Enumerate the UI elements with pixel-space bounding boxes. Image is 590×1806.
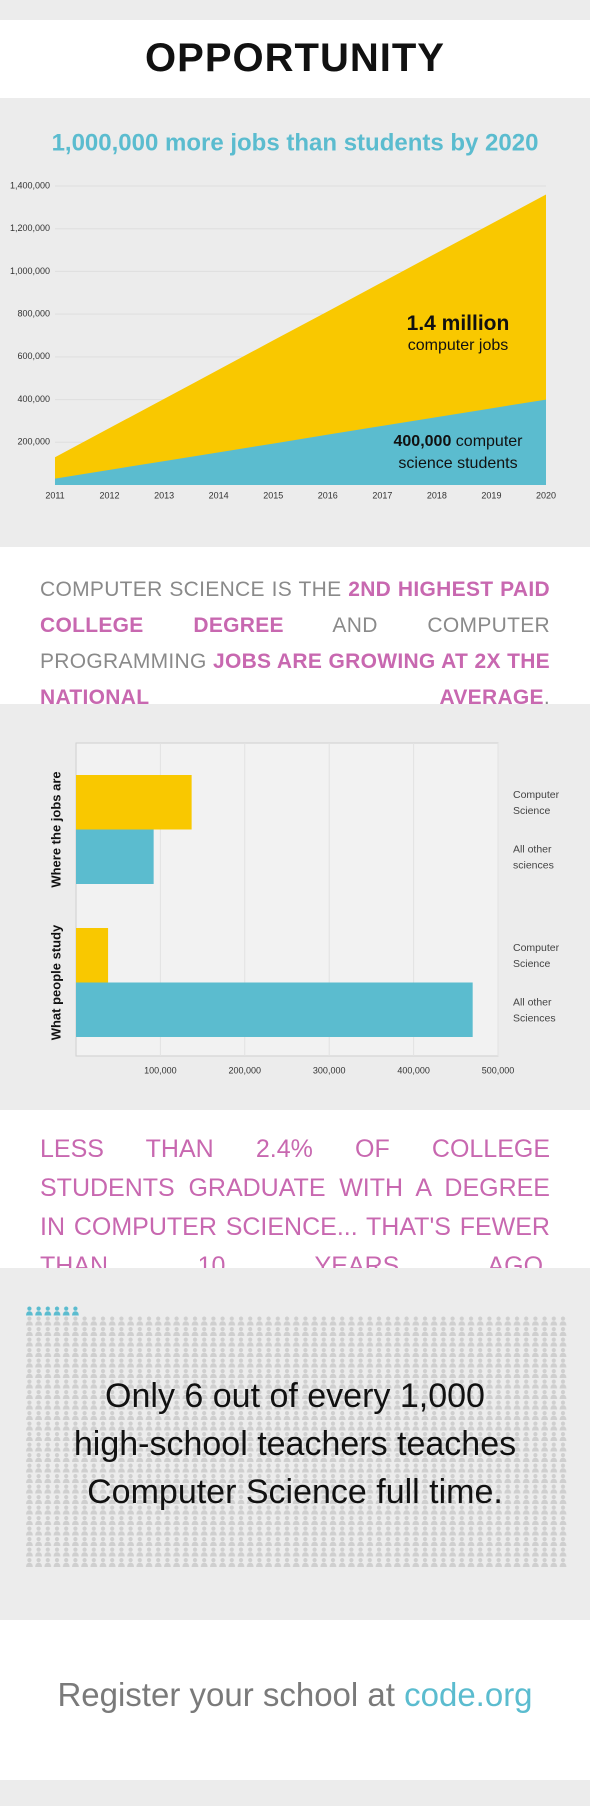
- bar: [76, 829, 154, 884]
- y-tick-label: 200,000: [17, 437, 50, 447]
- statement-segment: .: [543, 686, 550, 709]
- bar-label: All other: [513, 843, 552, 855]
- bar: [76, 982, 473, 1037]
- area: [55, 194, 546, 485]
- teacher-text: Only 6 out of every 1,000 high-school tea…: [0, 1372, 590, 1516]
- footer-band: [0, 1620, 590, 1780]
- bar-chart: 100,000 200,000 300,000 400,000 500,000 Where…: [48, 742, 560, 1075]
- bar-label: Computer: [513, 789, 560, 801]
- bar-label: sciences: [513, 859, 554, 871]
- x-tick-label: 2017: [372, 490, 392, 500]
- annotation-part: computer: [451, 433, 523, 450]
- statement-band: [0, 547, 590, 704]
- statement: COMPUTER SCIENCE IS THE 2ND HIGHEST PAID…: [40, 572, 550, 716]
- y-tick-label: 1,400,000: [10, 180, 50, 190]
- annotation: science students: [398, 455, 517, 472]
- teacher-line: Only 6 out of every 1,000: [105, 1377, 485, 1415]
- y-tick-label: 600,000: [17, 351, 50, 361]
- annotation: computer jobs: [408, 337, 509, 354]
- bar-label: Sciences: [513, 1012, 556, 1024]
- footer-text: Register your school at: [57, 1676, 405, 1713]
- bar-label: Science: [513, 805, 551, 817]
- x-tick-label: 100,000: [144, 1065, 177, 1075]
- x-tick-label: 2013: [154, 490, 174, 500]
- x-tick-label: 2011: [45, 490, 64, 500]
- bar: [76, 928, 109, 983]
- x-tick-label: 200,000: [229, 1065, 262, 1075]
- x-tick-label: 2012: [100, 490, 120, 500]
- x-tick-label: 2014: [209, 490, 229, 500]
- area-chart: 1,000,000 more jobs than students by 202…: [10, 129, 556, 500]
- x-tick-label: 2016: [318, 490, 338, 500]
- annotation-part: 1.4 million: [407, 312, 510, 335]
- teacher-line: high-school teachers teaches: [73, 1425, 517, 1463]
- y-tick-label: 800,000: [17, 309, 50, 319]
- x-tick-label: 300,000: [313, 1065, 346, 1075]
- teacher-line: Computer Science full time.: [87, 1473, 503, 1511]
- statement: LESS THAN 2.4% OF COLLEGE STUDENTS GRADU…: [40, 1135, 550, 1280]
- bar-label: All other: [513, 996, 552, 1008]
- annotation: 400,000 computer: [394, 433, 524, 450]
- footer: Register your school at code.org: [0, 1676, 590, 1714]
- annotation: 1.4 million: [407, 312, 510, 335]
- highlighted-icons: [25, 1306, 81, 1317]
- bar-label: Science: [513, 958, 551, 970]
- category-label: What people study: [48, 924, 63, 1040]
- statement-segment: JOBS ARE GROWING AT 2X THE NATIONAL AVER…: [40, 650, 550, 709]
- y-tick-label: 400,000: [17, 394, 50, 404]
- bar-label: Computer: [513, 942, 560, 954]
- y-tick-label: 1,000,000: [10, 266, 50, 276]
- people-icons: [25, 1316, 567, 1568]
- x-tick-label: 2018: [427, 490, 447, 500]
- annotation-part: computer jobs: [408, 337, 509, 354]
- icon-grid: [25, 1306, 567, 1568]
- y-tick-label: 1,200,000: [10, 223, 50, 233]
- header-band: [0, 20, 590, 98]
- area: [55, 399, 546, 485]
- footer-link[interactable]: code.org: [404, 1676, 533, 1713]
- category-label: Where the jobs are: [48, 771, 63, 887]
- statement-segment: 2ND HIGHEST PAID COLLEGE DEGREE: [40, 578, 550, 637]
- x-tick-label: 2019: [481, 490, 501, 500]
- x-tick-label: 2020: [536, 490, 556, 500]
- chart-title: 1,000,000 more jobs than students by 202…: [52, 129, 539, 156]
- annotation-part: 400,000: [394, 433, 452, 450]
- annotation-part: science students: [398, 455, 517, 472]
- x-tick-label: 500,000: [482, 1065, 515, 1075]
- x-tick-label: 400,000: [397, 1065, 430, 1075]
- bar: [76, 775, 192, 830]
- statement-band: [0, 1110, 590, 1268]
- x-tick-label: 2015: [263, 490, 283, 500]
- statement-segment: AND COMPUTER PROGRAMMING: [40, 614, 550, 673]
- page-title: OPPORTUNITY: [145, 36, 445, 80]
- statement-segment: COMPUTER SCIENCE IS THE: [40, 578, 349, 601]
